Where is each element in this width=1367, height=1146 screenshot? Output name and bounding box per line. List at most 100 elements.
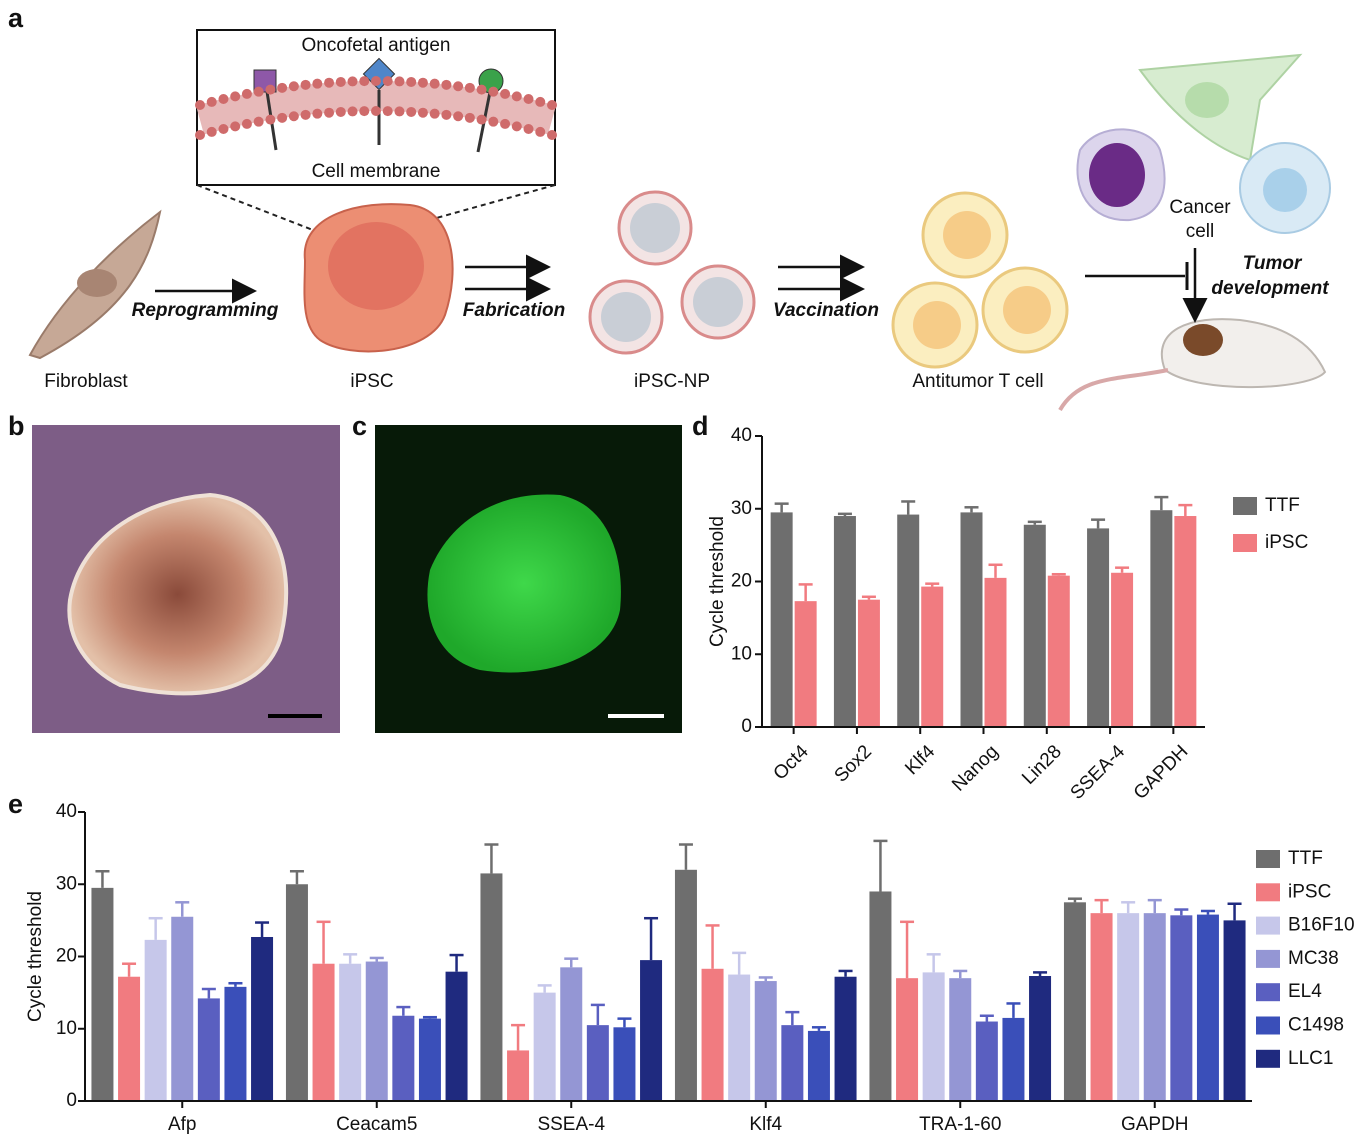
bar — [834, 976, 857, 1101]
legend-swatch — [1256, 1016, 1280, 1035]
lipid-head — [523, 94, 534, 105]
stage-label: Antitumor T cell — [912, 371, 1043, 392]
lipid-head — [382, 106, 393, 117]
bar — [701, 968, 724, 1101]
bar — [1023, 524, 1046, 727]
bar — [586, 1025, 609, 1101]
lipid-head — [241, 88, 252, 99]
nucleus — [1185, 82, 1229, 118]
bar — [1170, 915, 1193, 1101]
cancer-label: Cancer — [1169, 197, 1231, 218]
membrane-inset — [195, 29, 557, 186]
bar — [1174, 516, 1197, 727]
lipid-head — [359, 106, 370, 117]
x-tick-label: TRA-1-60 — [919, 1114, 1001, 1135]
bar — [640, 960, 663, 1101]
bar — [507, 1050, 530, 1101]
lipid-head — [488, 86, 499, 97]
y-tick-label: 40 — [731, 425, 752, 446]
bar — [613, 1027, 636, 1101]
lipid-head — [253, 86, 264, 97]
inset-title: Oncofetal antigen — [302, 35, 451, 56]
lipid-head — [406, 76, 417, 87]
bar — [1002, 1017, 1025, 1101]
outcome-label: development — [1211, 278, 1329, 299]
legend-label: EL4 — [1288, 981, 1322, 1002]
x-tick-label: Klf4 — [901, 741, 939, 779]
lipid-head — [476, 84, 487, 95]
lipid-head — [406, 106, 417, 117]
lipid-head — [523, 124, 534, 135]
lipid-head — [335, 106, 346, 117]
bar — [869, 891, 892, 1101]
lipid-head — [206, 96, 217, 107]
legend-label: TTF — [1288, 848, 1323, 869]
lipid-head — [347, 76, 358, 87]
lipid-head — [347, 106, 358, 117]
lipid-head — [230, 121, 241, 132]
x-tick-label: Lin28 — [1018, 741, 1066, 789]
lipid-head — [195, 130, 205, 140]
lipid-head — [277, 82, 288, 93]
lipid-head — [441, 109, 452, 120]
y-tick-label: 30 — [56, 873, 77, 894]
legend-swatch — [1256, 949, 1280, 968]
gfp-colony — [427, 494, 621, 673]
legend-label: iPSC — [1265, 532, 1308, 553]
y-axis-label: Cycle threshold — [25, 891, 46, 1022]
lipid-head — [547, 130, 557, 140]
bar — [1223, 920, 1246, 1101]
x-tick-label: SSEA-4 — [1067, 741, 1130, 804]
legend-swatch — [1256, 850, 1280, 868]
lipid-head — [488, 116, 499, 127]
lipid-head — [288, 111, 299, 122]
lipid-head — [206, 126, 217, 137]
bar — [171, 916, 194, 1101]
legend-label: iPSC — [1288, 881, 1331, 902]
lipid-head — [535, 96, 546, 107]
bar — [197, 998, 220, 1101]
lipid-head — [429, 78, 440, 89]
nucleus — [1263, 168, 1307, 212]
lipid-head — [241, 118, 252, 129]
x-tick-label: Nanog — [948, 741, 1002, 795]
bar — [975, 1021, 998, 1101]
panel-label: a — [8, 3, 24, 33]
lipid-head — [230, 91, 241, 102]
lipid-head — [371, 76, 381, 86]
lipid-head — [253, 116, 264, 127]
y-axis-label: Cycle threshold — [707, 516, 728, 647]
x-tick-label: Sox2 — [831, 741, 876, 786]
x-tick-label: Oct4 — [770, 741, 814, 785]
bar — [418, 1018, 441, 1101]
bar — [1143, 913, 1166, 1101]
x-tick-label: GAPDH — [1130, 741, 1193, 804]
bar — [674, 869, 697, 1101]
bar — [1090, 913, 1113, 1101]
panel-label: b — [8, 411, 25, 441]
bar — [960, 512, 983, 727]
arrows — [155, 248, 1208, 323]
y-tick-label: 30 — [731, 498, 752, 519]
lipid-head — [324, 107, 335, 118]
panel-label: e — [8, 789, 23, 819]
bar — [91, 887, 114, 1101]
bar — [1111, 572, 1134, 727]
bar — [480, 873, 503, 1101]
legend-swatch — [1256, 1049, 1280, 1068]
bar — [1029, 976, 1052, 1101]
stage-label: Fibroblast — [44, 371, 128, 392]
bar — [1117, 913, 1140, 1101]
lipid-head — [277, 112, 288, 123]
bar — [921, 586, 944, 727]
nucleus — [328, 222, 424, 310]
bar — [1087, 528, 1110, 727]
lipid-head — [359, 76, 370, 87]
bar — [365, 961, 388, 1101]
legend-label: TTF — [1265, 495, 1300, 516]
outcome-label: Tumor — [1243, 253, 1303, 274]
x-tick-label: GAPDH — [1121, 1114, 1189, 1135]
step-label: Reprogramming — [132, 300, 279, 321]
bar — [896, 978, 919, 1101]
